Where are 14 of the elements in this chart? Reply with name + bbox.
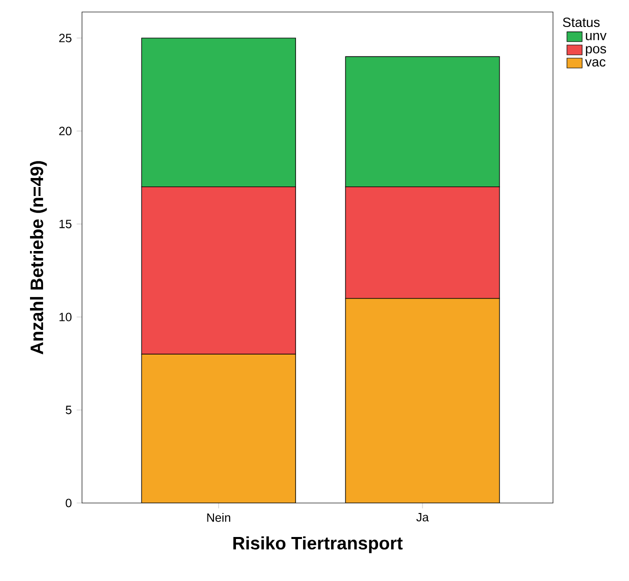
y-tick-label: 20: [59, 126, 72, 136]
y-tick-label: 10: [60, 312, 72, 322]
y-tick-label: 5: [66, 406, 72, 414]
y-tick-label: 0: [66, 498, 72, 508]
y-tick-label: 15: [60, 220, 72, 228]
y-axis-title: Anzahl Betriebe (n=49): [30, 161, 47, 354]
x-axis-title: Risiko Tiertransport: [233, 536, 403, 554]
y-tick-label: 25: [59, 34, 72, 42]
legend-title: Status: [562, 18, 600, 28]
legend-label: vac: [585, 59, 606, 67]
x-tick-label: Nein: [207, 513, 230, 522]
legend-label: pos: [586, 46, 606, 56]
legend-label: unv: [586, 32, 607, 40]
x-tick-label: Ja: [416, 513, 429, 522]
